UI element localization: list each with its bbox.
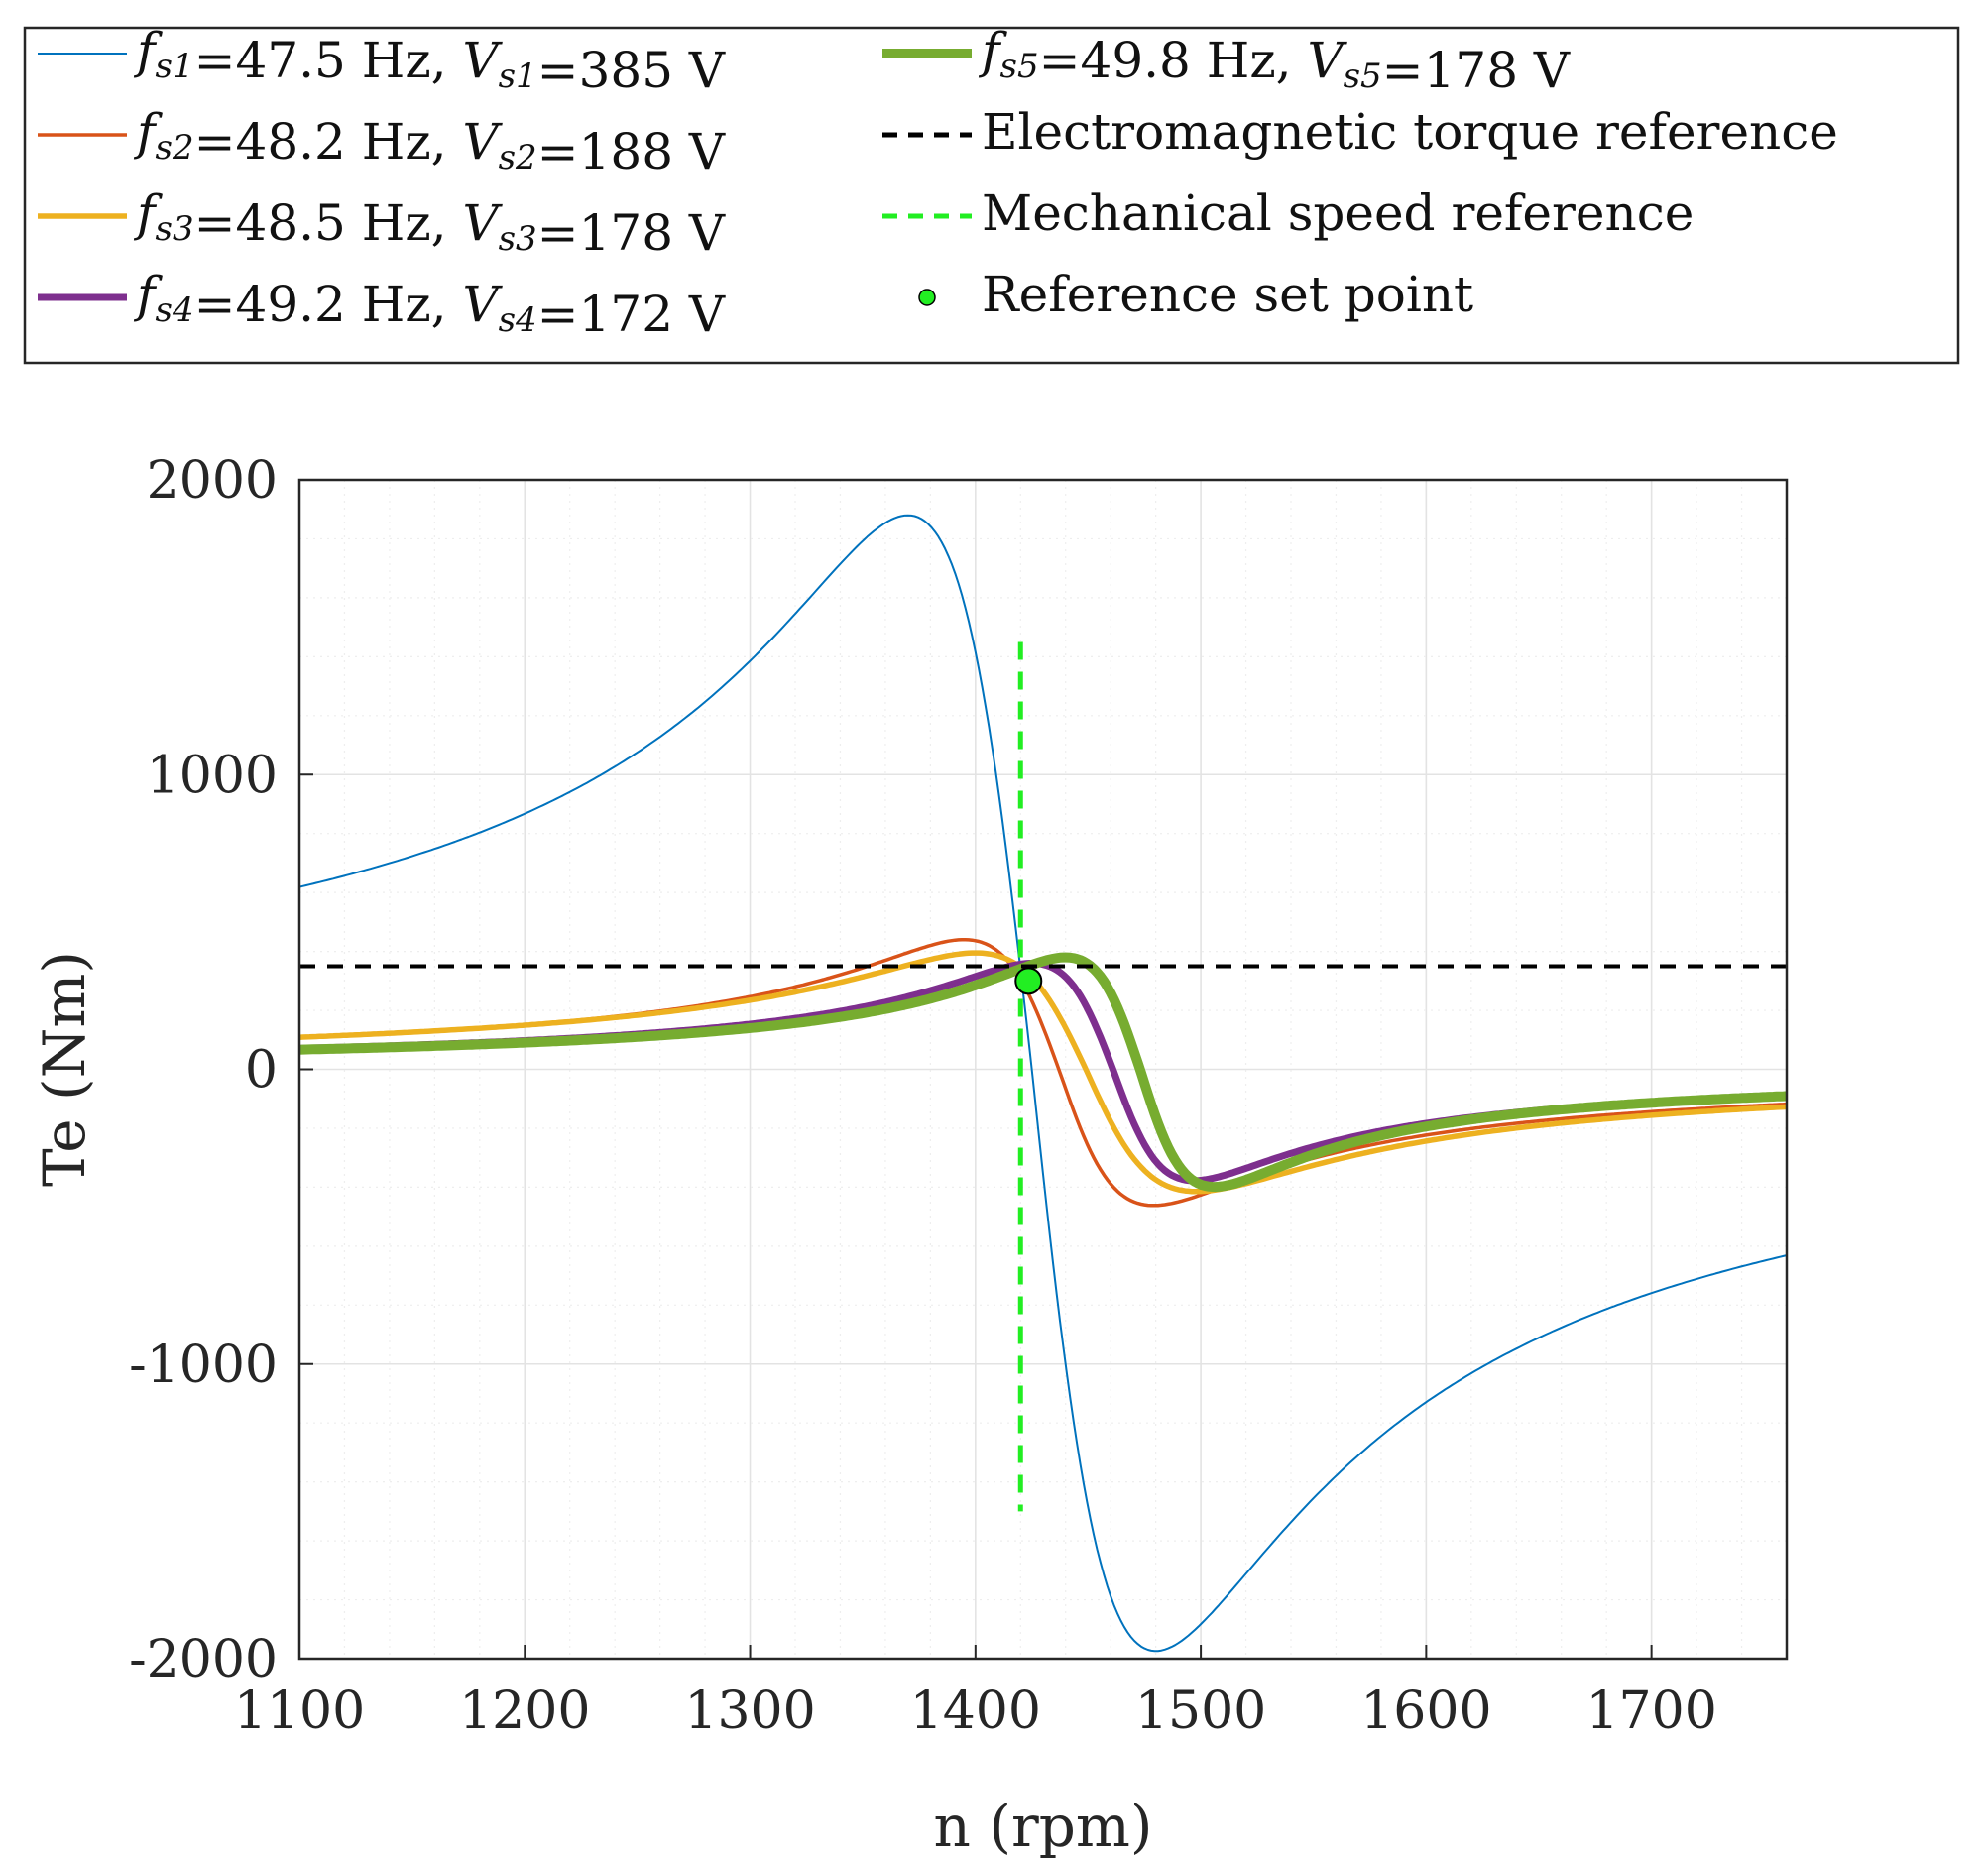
y-tick-label: 2000: [147, 451, 278, 511]
x-tick-label: 1300: [684, 1682, 815, 1741]
legend-label-part: s4: [499, 300, 537, 340]
series-line-5: [299, 952, 1787, 1193]
legend-label-part: =385 V: [537, 42, 726, 99]
legend-label-part: V: [462, 276, 503, 333]
x-tick-label: 1200: [459, 1682, 590, 1741]
series-line-3: [299, 950, 1787, 1195]
legend-label-part: s5: [1000, 47, 1039, 86]
grid: [298, 479, 1788, 1660]
legend-label-part: s3: [499, 219, 537, 259]
legend-label-part: =49.2 Hz,: [194, 276, 463, 333]
legend-label-part: =172 V: [537, 286, 726, 343]
x-tick-label: 1100: [234, 1682, 365, 1741]
legend-label: fs1=47.5 Hz, Vs1=385 V: [133, 22, 726, 99]
legend-entry: Mechanical speed reference: [882, 184, 1694, 242]
x-tick-label: 1700: [1585, 1682, 1716, 1741]
legend-label: Mechanical speed reference: [982, 184, 1694, 242]
legend-label-part: V: [462, 194, 503, 252]
legend-label: Reference set point: [982, 266, 1473, 323]
legend-box: [23, 26, 1960, 365]
legend-label-part: V: [462, 113, 503, 171]
series-line-1: [299, 514, 1787, 1653]
legend-label-part: =178 V: [1382, 42, 1571, 99]
legend-label-part: =48.2 Hz,: [194, 113, 463, 171]
legend-entry: fs1=47.5 Hz, Vs1=385 V: [38, 22, 726, 99]
x-axis-label: n (rpm): [934, 1793, 1153, 1860]
y-axis-label: Te (Nm): [31, 951, 98, 1187]
legend-label-part: s1: [156, 47, 194, 86]
y-tick-label: -1000: [129, 1336, 278, 1395]
legend-label: fs3=48.5 Hz, Vs3=178 V: [133, 184, 726, 262]
legend-label-part: s2: [156, 128, 194, 168]
legend-label-part: s2: [499, 138, 537, 177]
legend-label-part: s1: [499, 57, 537, 96]
legend-label-part: =49.8 Hz,: [1039, 32, 1308, 89]
legend-label: fs4=49.2 Hz, Vs4=172 V: [133, 266, 726, 343]
legend-entry: fs4=49.2 Hz, Vs4=172 V: [38, 266, 726, 343]
legend-label-part: =188 V: [537, 123, 726, 180]
series-line-4: [299, 960, 1787, 1185]
x-tick-label: 1600: [1360, 1682, 1491, 1741]
legend-label: Electromagnetic torque reference: [982, 103, 1838, 161]
x-tick-label: 1500: [1135, 1682, 1266, 1741]
plot-area: [299, 514, 1787, 1653]
legend-label-part: =47.5 Hz,: [194, 32, 463, 89]
axis-ticks: 1100 1200 1300 1400 1500 1600 1700 2000 1000 0 -10…: [129, 451, 1717, 1741]
y-tick-label: 1000: [147, 746, 278, 805]
legend-entry: Electromagnetic torque reference: [882, 103, 1838, 161]
y-tick-label: -2000: [129, 1630, 278, 1689]
legend-label-part: s5: [1344, 57, 1382, 96]
legend-label: fs2=48.2 Hz, Vs2=188 V: [133, 103, 726, 180]
legend-label-part: V: [462, 32, 503, 89]
legend-label-part: s4: [156, 291, 194, 330]
legend-label-part: V: [1307, 32, 1347, 89]
x-tick-label: 1400: [910, 1682, 1041, 1741]
y-tick-label: 0: [245, 1041, 278, 1101]
legend-entry: fs3=48.5 Hz, Vs3=178 V: [38, 184, 726, 262]
legend-label-part: =48.5 Hz,: [194, 194, 463, 252]
legend-entry: fs2=48.2 Hz, Vs2=188 V: [38, 103, 726, 180]
legend-entry: Reference set point: [918, 266, 1473, 323]
legend-label-part: s3: [156, 209, 194, 249]
reference-set-point: [1014, 967, 1043, 995]
legend-label-part: =178 V: [537, 204, 726, 262]
legend-swatch: [918, 289, 936, 306]
